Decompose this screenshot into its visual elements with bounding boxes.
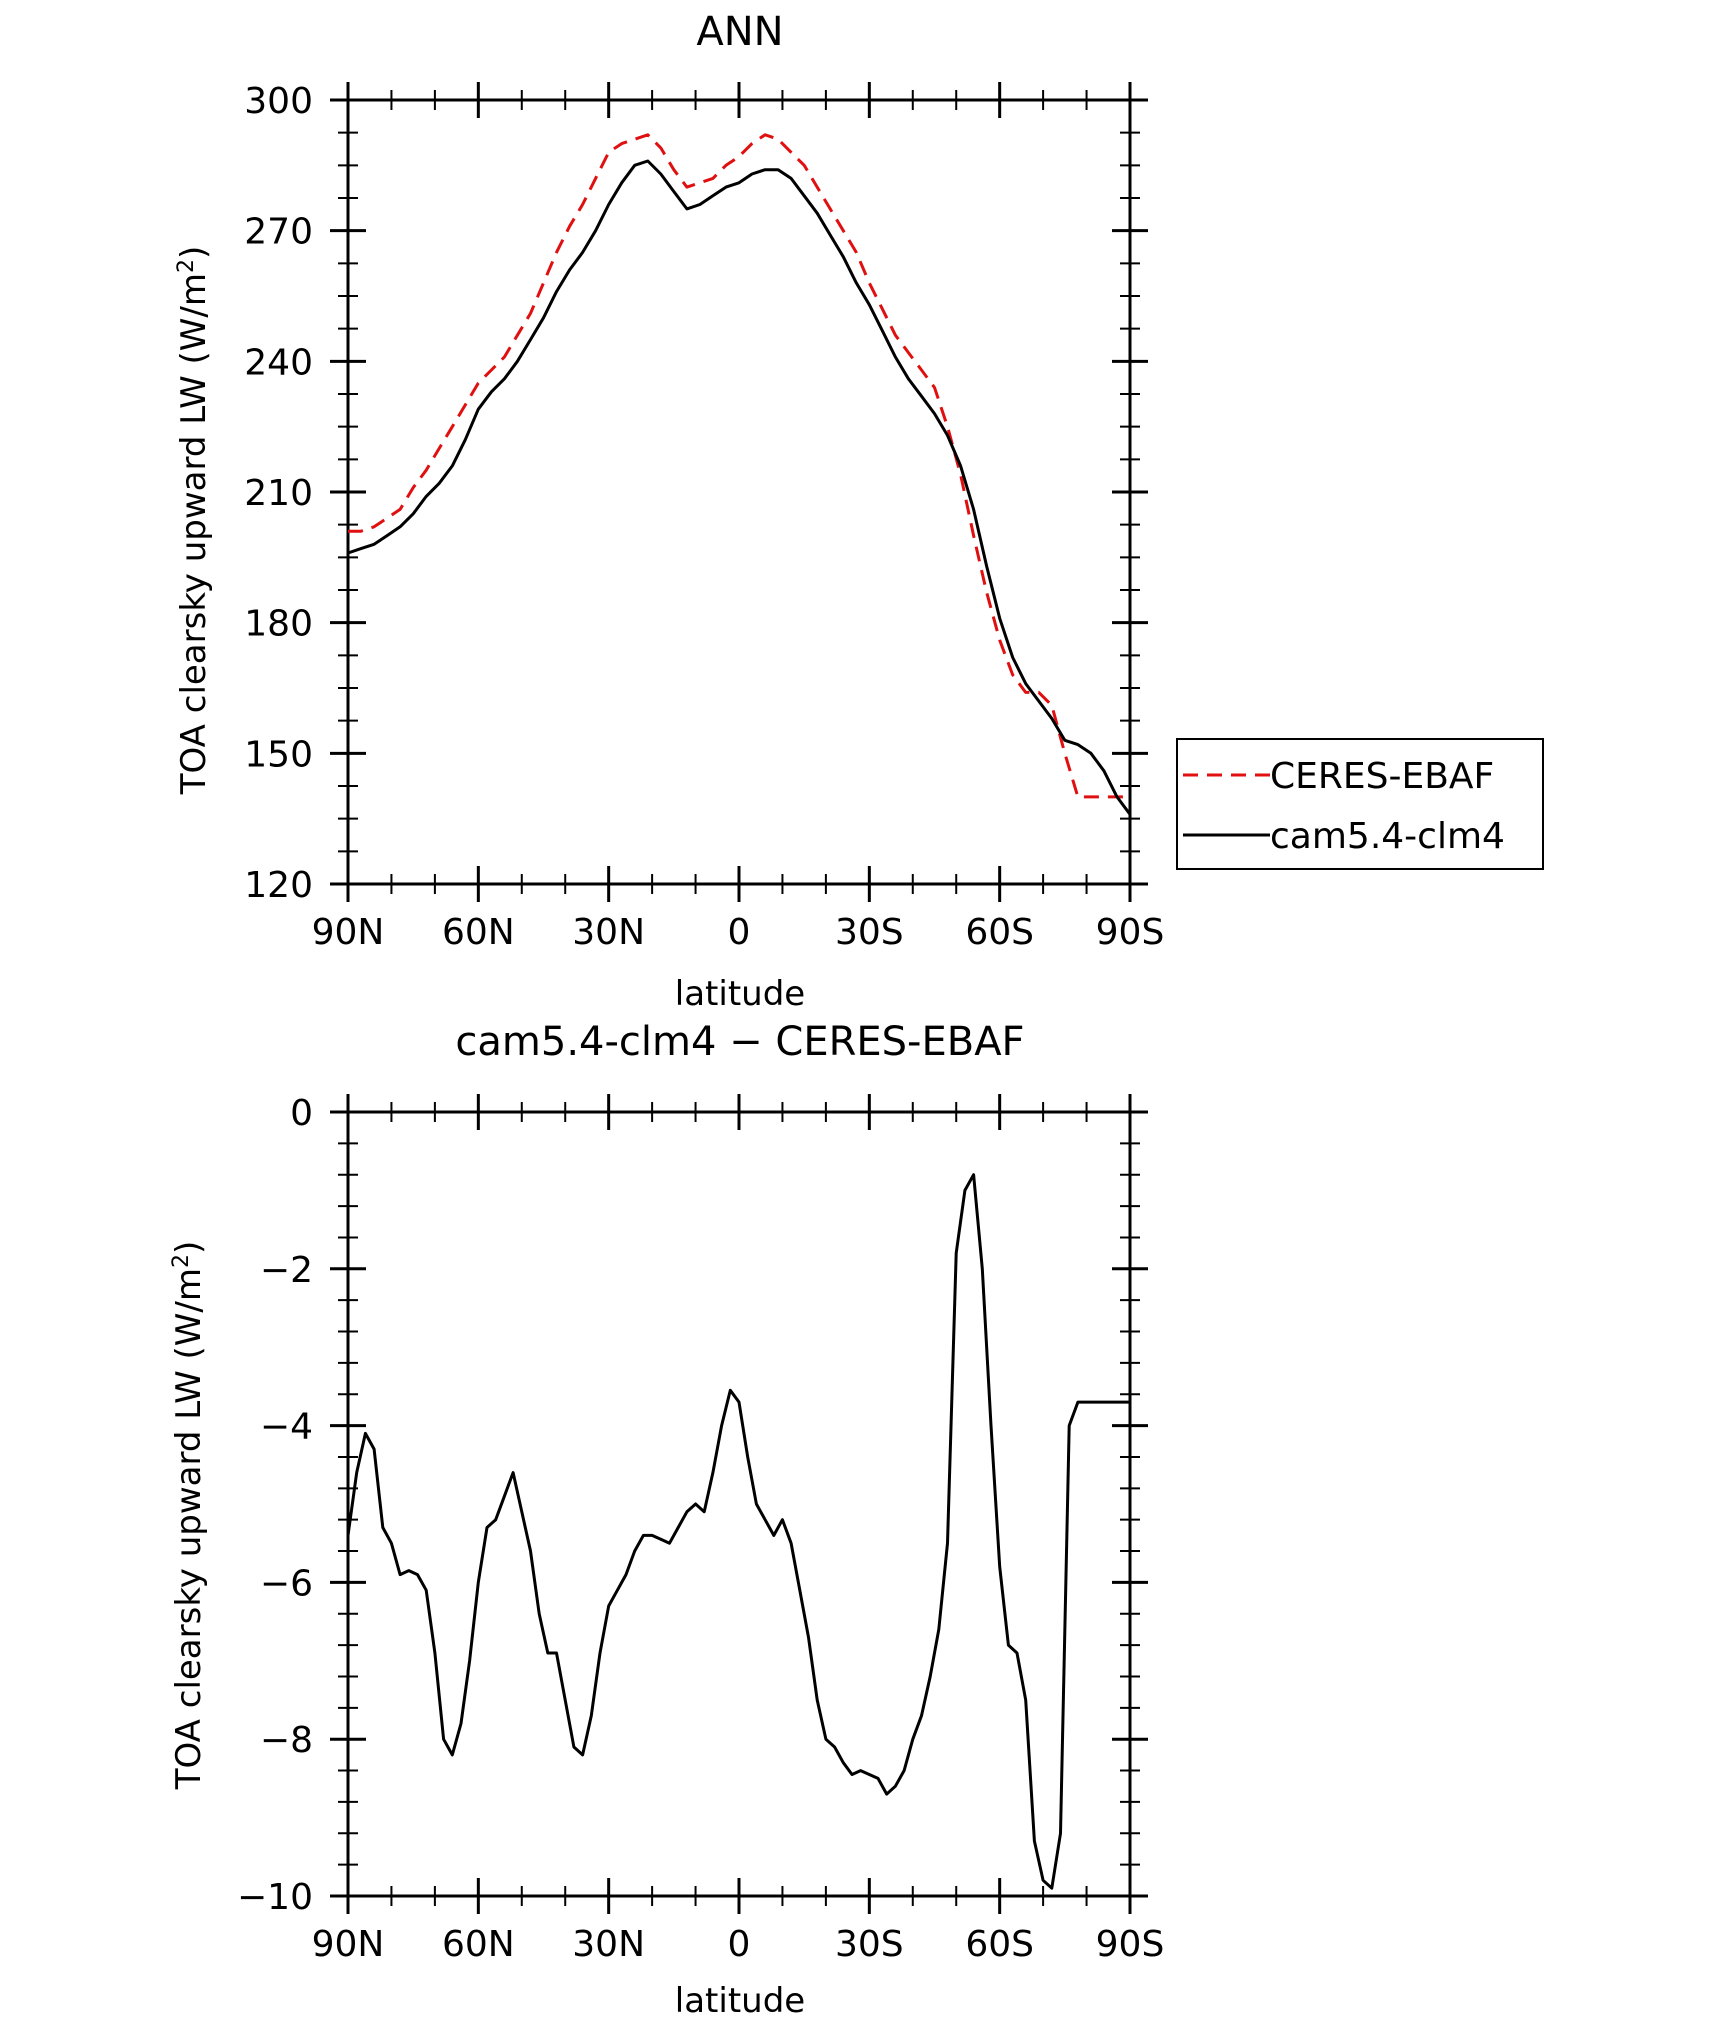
y-tick-label: 210 bbox=[244, 473, 313, 514]
x-tick-label: 0 bbox=[728, 912, 751, 953]
data-lines bbox=[347, 133, 1132, 816]
x-tick-labels: 90N 60N 30N 0 30S 60S 90S bbox=[312, 912, 1165, 953]
series-line-cam5-4-clm4-ceres-ebaf bbox=[346, 1173, 1130, 1890]
x-tick-label: 60N bbox=[442, 1924, 515, 1965]
series-line-cam5-4-clm4 bbox=[347, 159, 1132, 816]
y-tick-label: −10 bbox=[237, 1877, 313, 1918]
y-tick-label: 150 bbox=[244, 734, 313, 775]
x-tick-label: 30N bbox=[572, 912, 645, 953]
y-tick-label: 0 bbox=[290, 1093, 313, 1134]
legend-label-cam54-clm4: cam5.4-clm4 bbox=[1270, 816, 1505, 857]
y-axis-title: TOA clearsky upward LW (W/m2) bbox=[174, 246, 215, 796]
y-tick-label: −6 bbox=[260, 1563, 313, 1604]
x-tick-label: 60S bbox=[965, 912, 1034, 953]
y-axis-title: TOA clearsky upward LW (W/m2) bbox=[169, 1241, 210, 1791]
y-axis-title-text: TOA clearsky upward LW (W/m bbox=[169, 1268, 209, 1790]
panel-top-annual-mean: ANN 120 150 180 210 240 270 300 90N 60N 30N 0 30S 6… bbox=[174, 9, 1544, 1014]
x-axis-title: latitude bbox=[675, 974, 805, 1014]
x-axis-title: latitude bbox=[675, 1981, 805, 2021]
x-tick-label: 30N bbox=[572, 1924, 645, 1965]
legend: CERES-EBAF cam5.4-clm4 bbox=[1176, 738, 1544, 870]
tick-marks bbox=[330, 1094, 1148, 1914]
y-tick-label: −4 bbox=[260, 1407, 313, 1448]
x-tick-label: 60N bbox=[442, 912, 515, 953]
y-tick-label: 120 bbox=[244, 865, 313, 906]
tick-marks bbox=[330, 82, 1148, 902]
series-line-ceres-ebaf bbox=[348, 133, 1130, 799]
x-tick-label: 90N bbox=[312, 912, 385, 953]
data-lines bbox=[346, 1173, 1130, 1890]
chart-title: ANN bbox=[696, 9, 783, 55]
x-tick-label: 60S bbox=[965, 1924, 1034, 1965]
x-tick-label: 30S bbox=[835, 1924, 904, 1965]
y-tick-label: 180 bbox=[244, 604, 313, 645]
x-tick-label: 30S bbox=[835, 912, 904, 953]
y-axis-title-close: ) bbox=[174, 246, 214, 259]
panel-bottom-difference: cam5.4-clm4 − CERES-EBAF −10 −8 −6 −4 −2 0 90… bbox=[169, 1019, 1165, 2021]
x-tick-label: 90S bbox=[1096, 1924, 1165, 1965]
y-tick-label: 240 bbox=[244, 342, 313, 383]
y-axis-title-text: TOA clearsky upward LW (W/m bbox=[174, 273, 214, 795]
chart-title: cam5.4-clm4 − CERES-EBAF bbox=[455, 1019, 1024, 1065]
y-tick-label: −2 bbox=[260, 1250, 313, 1291]
y-axis-title-superscript: 2 bbox=[174, 259, 199, 273]
y-tick-label: 270 bbox=[244, 212, 313, 253]
y-tick-label: 300 bbox=[244, 81, 313, 122]
x-tick-label: 90N bbox=[312, 1924, 385, 1965]
y-axis-title-superscript: 2 bbox=[169, 1254, 194, 1268]
y-tick-labels: 120 150 180 210 240 270 300 bbox=[244, 81, 313, 906]
legend-label-ceres-ebaf: CERES-EBAF bbox=[1270, 756, 1494, 797]
x-tick-label: 90S bbox=[1096, 912, 1165, 953]
legend-box bbox=[1176, 738, 1544, 870]
y-tick-labels: −10 −8 −6 −4 −2 0 bbox=[237, 1093, 313, 1918]
y-axis-title-close: ) bbox=[169, 1241, 209, 1254]
x-tick-label: 0 bbox=[728, 1924, 751, 1965]
x-tick-labels: 90N 60N 30N 0 30S 60S 90S bbox=[312, 1924, 1165, 1965]
y-tick-label: −8 bbox=[260, 1720, 313, 1761]
